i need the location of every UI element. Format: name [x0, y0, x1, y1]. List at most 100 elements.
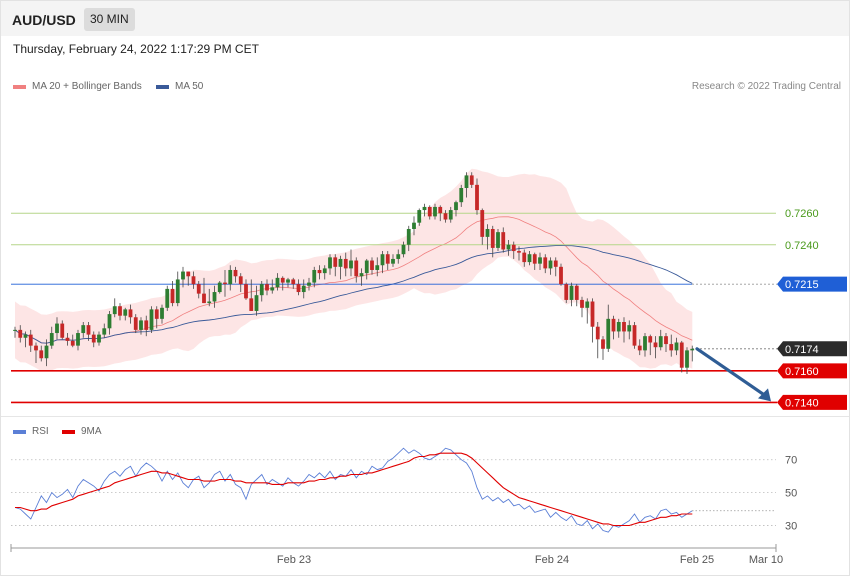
level-tag-0.7215: [777, 276, 847, 292]
candle-body: [207, 301, 212, 304]
candle-body: [280, 277, 285, 283]
candle-body: [422, 206, 427, 211]
candle-body: [380, 254, 385, 266]
candle-body: [538, 257, 542, 264]
candle-body: [370, 260, 374, 270]
candle-body: [454, 202, 458, 211]
candle-body: [191, 276, 196, 285]
candle-body: [28, 334, 33, 346]
candle-body: [412, 222, 416, 229]
level-label-0.7160: 0.7160: [785, 366, 819, 378]
candle-body: [349, 260, 353, 269]
candle-body: [265, 284, 269, 291]
candle-body: [401, 244, 406, 255]
candle-body: [427, 206, 432, 217]
candle-body: [622, 321, 626, 332]
candle-body: [653, 342, 658, 348]
timeframe-badge[interactable]: 30 MIN: [84, 8, 135, 31]
datetime-label: Thursday, February 24, 2022 1:17:29 PM C…: [13, 42, 259, 56]
candle-body: [674, 342, 679, 351]
candle-body: [154, 309, 159, 319]
candle-body: [301, 285, 306, 293]
level-label-0.7174: 0.7174: [785, 344, 819, 356]
candle-body: [517, 251, 521, 253]
candle-body: [385, 254, 390, 264]
candle-body: [275, 277, 280, 288]
level-label-0.7215: 0.7215: [785, 279, 819, 291]
candle-body: [55, 323, 59, 334]
candle-body: [490, 228, 495, 248]
candle-body: [569, 285, 574, 300]
rsi-tick-70: 70: [785, 455, 797, 467]
candle-body: [396, 254, 401, 259]
candle-body: [165, 288, 170, 308]
candle-body: [595, 326, 600, 340]
candle-body: [359, 273, 364, 277]
candle-body: [443, 213, 448, 220]
candle-body: [76, 333, 80, 346]
candle-body: [501, 232, 506, 250]
candle-body: [186, 271, 191, 277]
candle-body: [627, 325, 632, 332]
candle-body: [469, 175, 474, 185]
candle-body: [632, 325, 637, 346]
candle-body: [60, 323, 65, 338]
candle-body: [133, 317, 138, 330]
level-label-0.7240: 0.7240: [785, 240, 819, 252]
legend-ma50-label: MA 50: [175, 81, 204, 92]
chart-header: AUD/USD 30 MIN: [1, 1, 849, 36]
candle-body: [170, 288, 175, 304]
candle-body: [249, 298, 254, 311]
ma20-swatch: [13, 84, 26, 89]
candle-body: [118, 306, 122, 316]
rsi-series-9ma: [15, 452, 693, 527]
candle-body: [448, 210, 453, 220]
legend-ma20-label: MA 20 + Bollinger Bands: [32, 81, 142, 92]
candle-body: [511, 244, 516, 252]
candle-body: [328, 257, 332, 269]
x-tick-label: Feb 25: [680, 554, 714, 566]
candle-body: [648, 336, 653, 343]
level-tag-0.7160: [777, 363, 847, 379]
candle-body: [102, 328, 107, 335]
candle-body: [417, 210, 422, 223]
candle-body: [606, 318, 611, 349]
rsi-swatch: [13, 429, 26, 434]
x-tick-label: Feb 23: [277, 554, 311, 566]
legend-9ma: 9MA: [62, 426, 102, 437]
candle-body: [307, 282, 311, 286]
candle-body: [611, 318, 616, 332]
x-tick-label: Feb 24: [535, 554, 569, 566]
candle-body: [480, 210, 485, 237]
candle-body: [685, 350, 689, 368]
candle-body: [86, 325, 91, 335]
symbol-label: AUD/USD: [12, 12, 76, 28]
candle-body: [270, 287, 275, 291]
candle-body: [44, 345, 49, 359]
candle-body: [312, 269, 317, 283]
candle-body: [39, 350, 44, 359]
bollinger-band: [15, 168, 693, 372]
candle-body: [338, 258, 343, 267]
candle-body: [485, 228, 490, 237]
candle-body: [49, 333, 54, 346]
legend-ma20: MA 20 + Bollinger Bands: [13, 81, 142, 92]
candle-body: [291, 279, 296, 285]
candle-body: [585, 301, 590, 308]
candle-body: [112, 306, 117, 315]
rsi-series-rsi: [14, 447, 693, 533]
candle-body: [223, 282, 227, 285]
candle-body: [296, 284, 301, 293]
candle-body: [354, 260, 359, 277]
candle-body: [527, 254, 532, 263]
candle-body: [553, 260, 558, 267]
candle-body: [97, 334, 101, 343]
candle-body: [139, 320, 143, 330]
ma50-line: [14, 244, 693, 344]
candle-body: [286, 279, 290, 283]
candle-body: [679, 342, 684, 368]
candle-body: [128, 309, 133, 318]
candle-body: [343, 258, 348, 269]
candle-body: [548, 260, 553, 269]
